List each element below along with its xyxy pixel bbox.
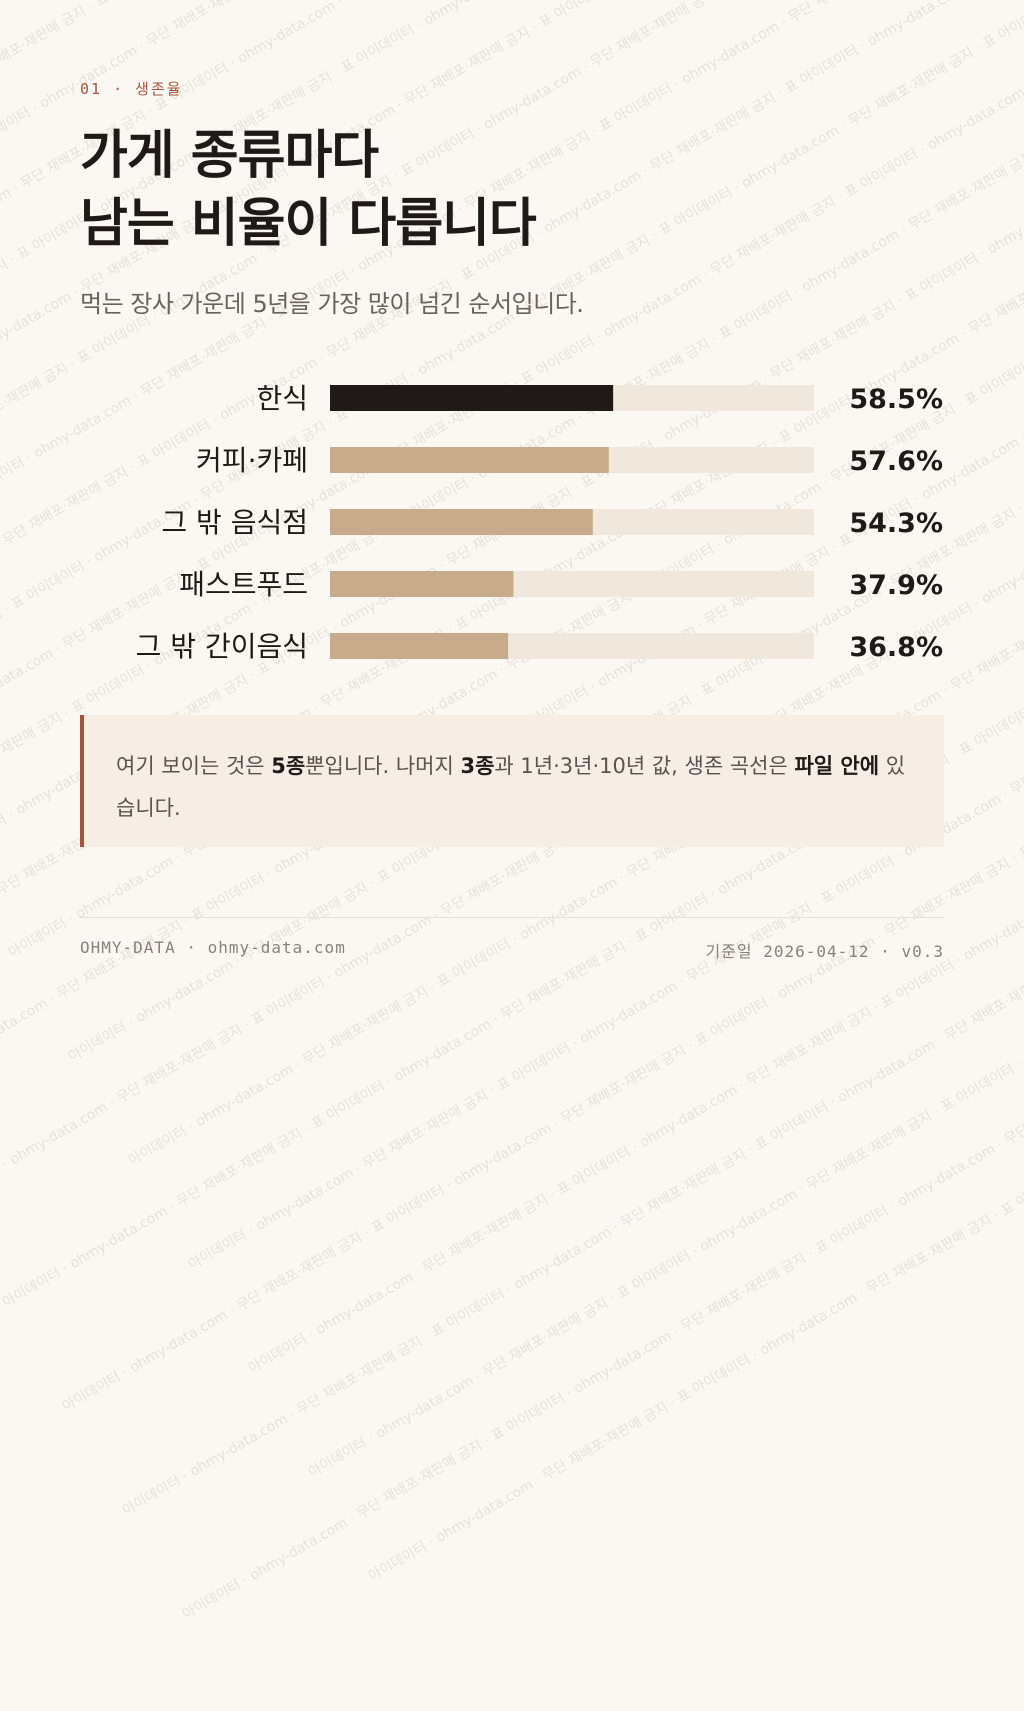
survival-bar-chart: 한식 58.5% 커피·카페 57.6% 그 밖 음식점 54.3% 패스트푸드 37.9% 그… [136, 382, 943, 663]
info-note: 여기 보이는 것은 5종뿐입니다. 나머지 3종과 1년·3년·10년 값, 생… [80, 715, 944, 847]
footer-date-version: 기준일 2026-04-12 · v0.3 [705, 942, 944, 961]
note-bold-2: 3종 [460, 754, 495, 778]
bar [330, 385, 614, 411]
page-title-line-1: 가게 종류마다 [80, 126, 379, 186]
value-label: 57.6% [849, 446, 943, 477]
watermark-row: 아이데이터 · ohmy-data.com · 무단 재배포·재판매 금지 · … [365, 77, 1024, 1585]
footer-divider [80, 917, 944, 918]
note-text-1: 여기 보이는 것은 [116, 754, 272, 778]
bar [330, 447, 609, 473]
footer-brand: OHMY-DATA · ohmy-data.com [80, 938, 346, 957]
category-label: 그 밖 간이음식 [136, 630, 308, 663]
category-label: 한식 [256, 382, 308, 415]
bar [330, 633, 509, 659]
page-title: 가게 종류마다 남는 비율이 다릅니다 [80, 122, 940, 258]
watermark-row: 아이데이터 · ohmy-data.com · 무단 재배포·재판매 금지 · … [179, 115, 1024, 1623]
section-eyebrow: 01 · 생존율 [80, 80, 183, 98]
value-label: 58.5% [849, 384, 943, 415]
watermark-row: 아이데이터 · ohmy-data.com · 무단 재배포·재판매 금지 · … [245, 0, 1024, 1377]
note-text-4: 있습니다. [116, 754, 906, 820]
page-subtitle: 먹는 장사 가운데 5년을 가장 많이 넘긴 순서입니다. [80, 290, 584, 318]
category-label: 그 밖 음식점 [161, 506, 308, 539]
note-text-3: 과 1년·3년·10년 값, 생존 곡선은 [494, 754, 795, 778]
bar [330, 571, 514, 597]
note-bold-3: 파일 안에 [794, 754, 880, 778]
value-label: 54.3% [849, 508, 943, 539]
note-text-2: 뿐입니다. 나머지 [305, 754, 461, 778]
value-label: 36.8% [849, 632, 943, 663]
category-label: 패스트푸드 [179, 568, 308, 601]
page-title-line-2: 남는 비율이 다릅니다 [80, 194, 537, 254]
value-label: 37.9% [849, 570, 943, 601]
bar [330, 509, 593, 535]
category-label: 커피·카페 [196, 444, 308, 477]
note-bold-1: 5종 [271, 754, 306, 778]
